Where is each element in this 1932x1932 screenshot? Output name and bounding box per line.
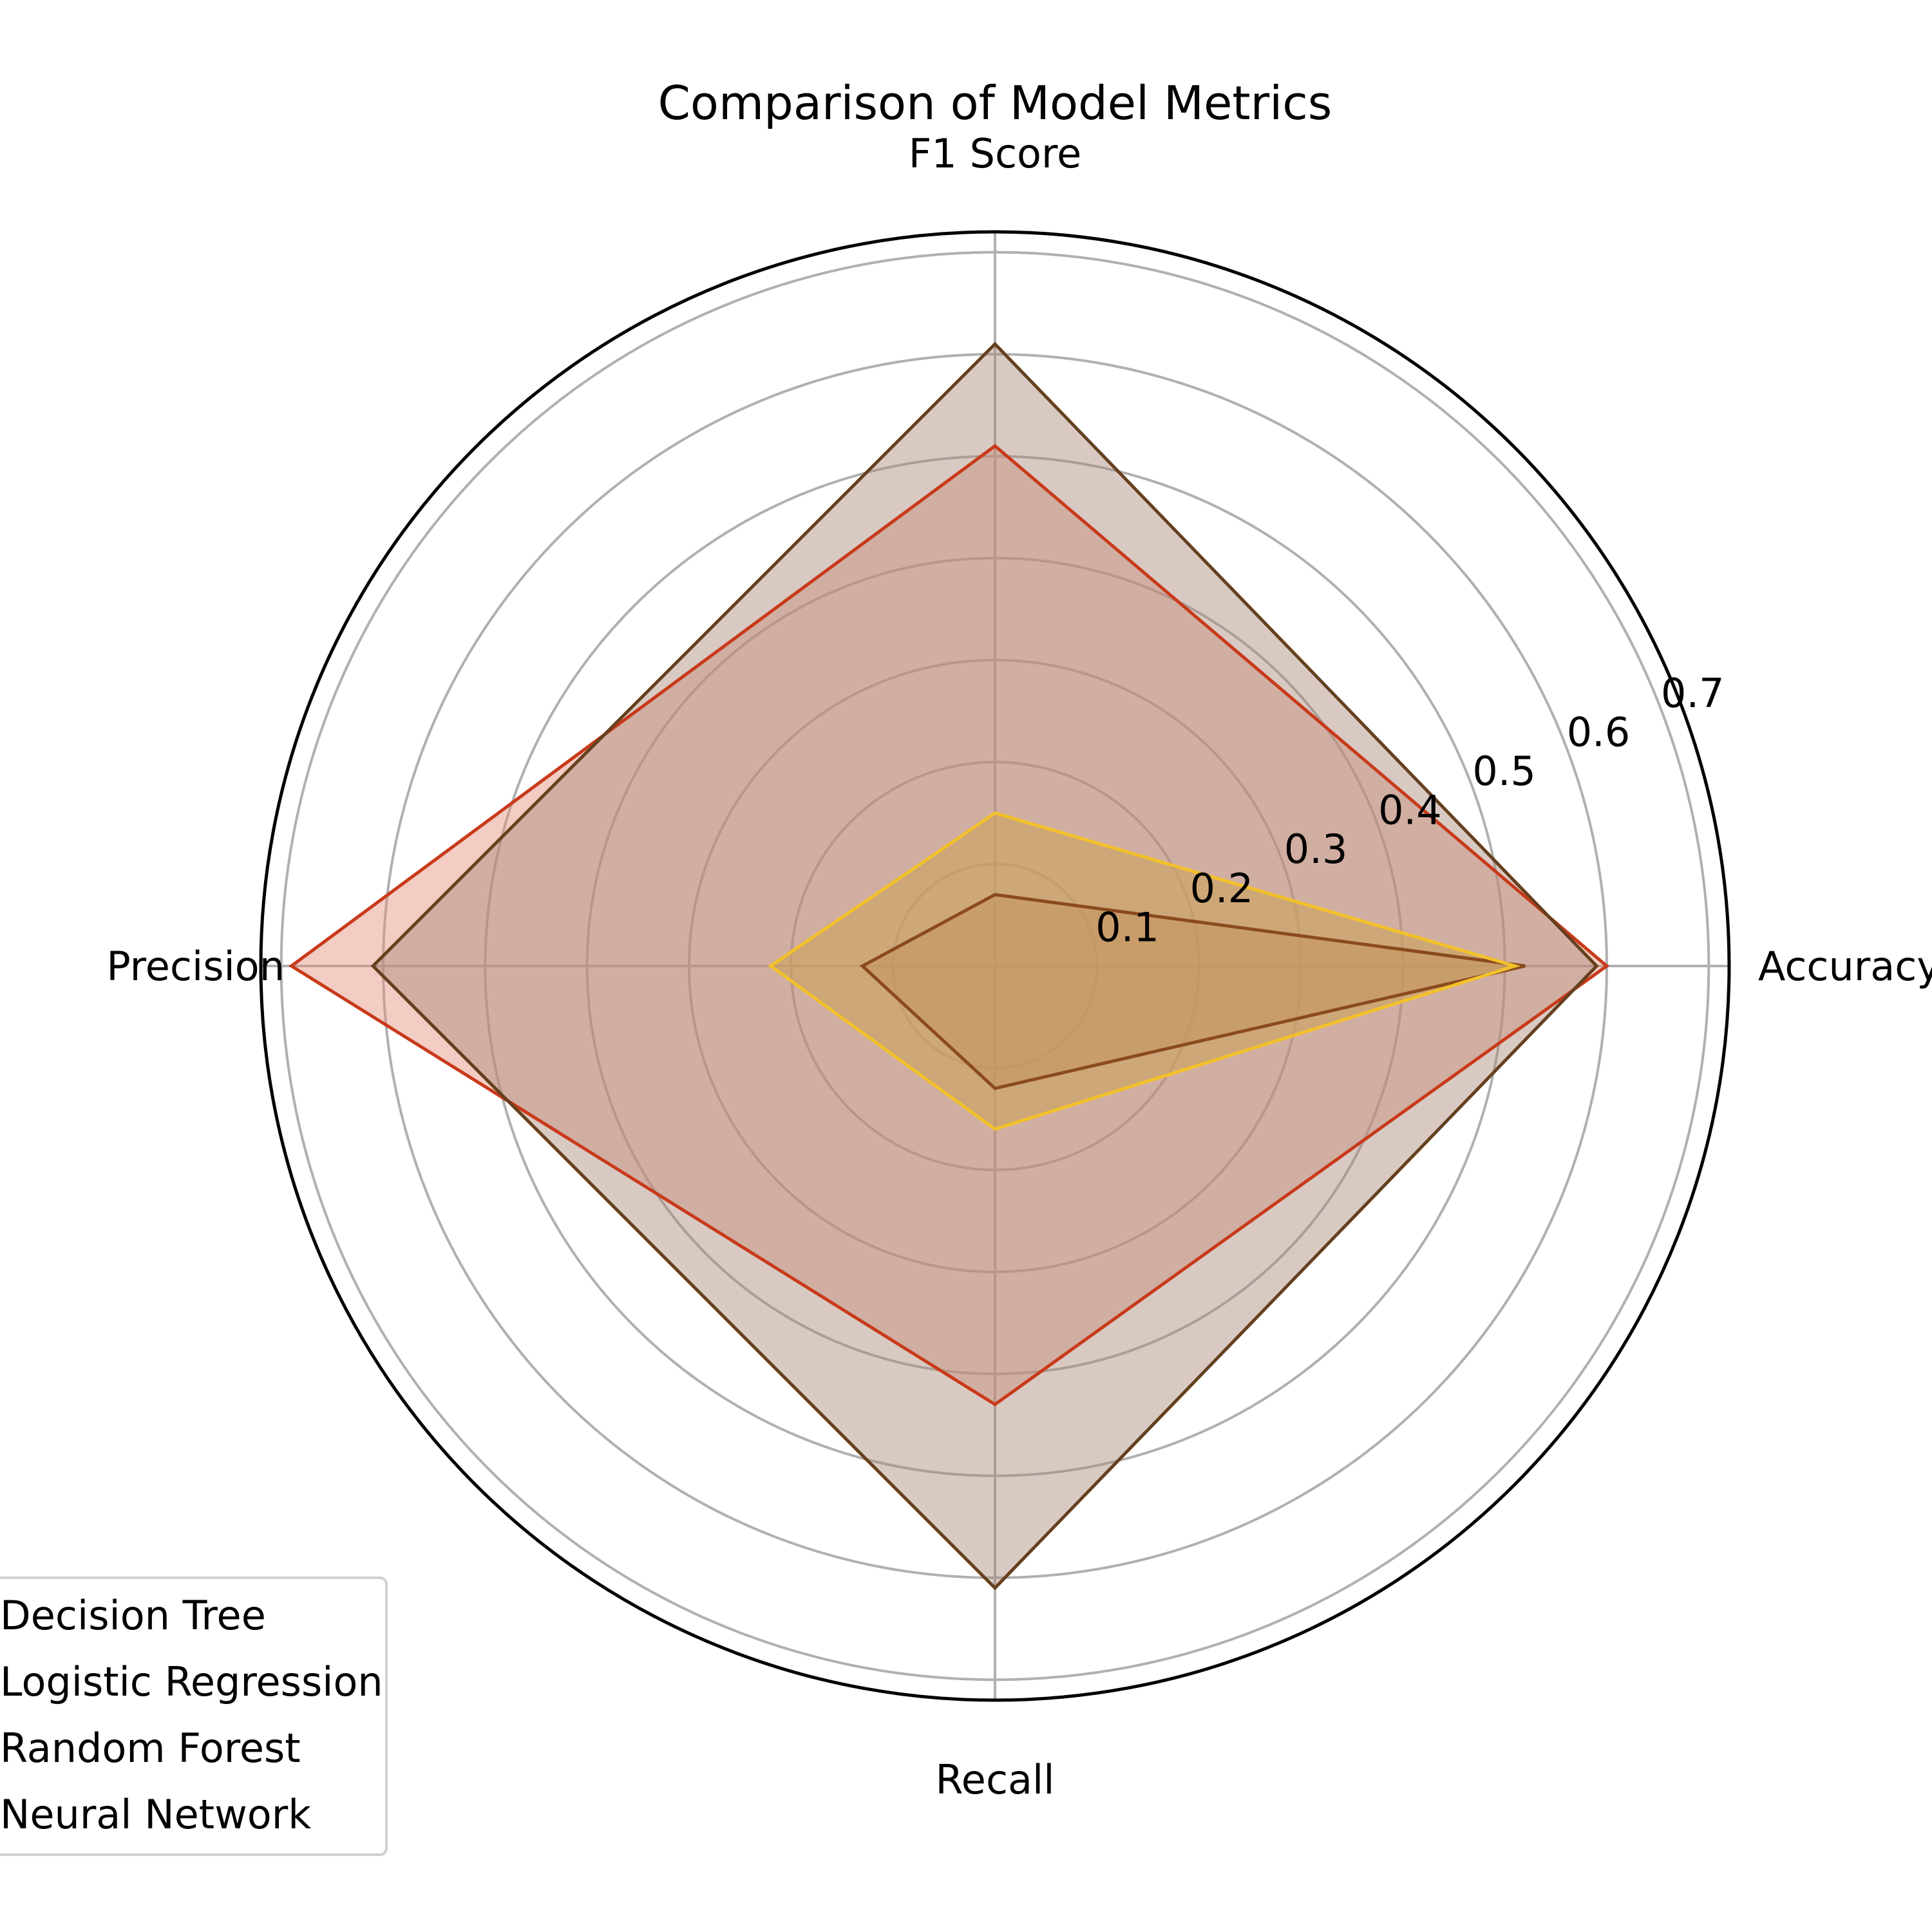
series-outline-1 [289, 444, 1610, 1406]
axis-labels: Accuracy F1 Score Precision Recall [106, 130, 1932, 1803]
series-polygons [289, 341, 1610, 1591]
axis-label-recall: Recall [936, 1756, 1055, 1803]
radial-tick-label-6: 0.6 [1567, 709, 1631, 756]
outer-frame-circle [259, 230, 1731, 1702]
legend: Decision Tree Logistic Regression Random F… [0, 1577, 388, 1856]
series-fill-3 [770, 813, 1515, 1130]
chart-title: Comparison of Model Metrics [658, 76, 1332, 130]
series-fill-4 [373, 344, 1597, 1588]
legend-label-4: Neural Network [0, 1791, 311, 1838]
radial-tick-label-3: 0.3 [1284, 826, 1348, 873]
series-outline-2 [859, 893, 1526, 1090]
legend-label-1: Decision Tree [0, 1592, 266, 1639]
series-outline-4 [370, 341, 1599, 1591]
axis-label-f1-score: F1 Score [909, 130, 1081, 177]
axis-label-precision: Precision [106, 943, 285, 990]
series-outline-3 [768, 811, 1521, 1132]
axis-label-accuracy: Accuracy [1758, 943, 1932, 990]
radial-tick-label-2: 0.2 [1190, 865, 1254, 912]
legend-box [0, 1577, 388, 1856]
radial-tick-labels: 0.1 0.2 0.3 0.4 0.5 0.6 0.7 [1095, 670, 1724, 951]
radial-tick-label-4: 0.4 [1378, 787, 1442, 834]
radial-tick-label-5: 0.5 [1472, 748, 1536, 795]
radial-tick-label-1: 0.1 [1095, 904, 1159, 951]
legend-label-3: Random Forest [0, 1725, 301, 1772]
legend-label-2: Logistic Regression [0, 1658, 383, 1705]
radial-tick-label-7: 0.7 [1661, 670, 1725, 717]
